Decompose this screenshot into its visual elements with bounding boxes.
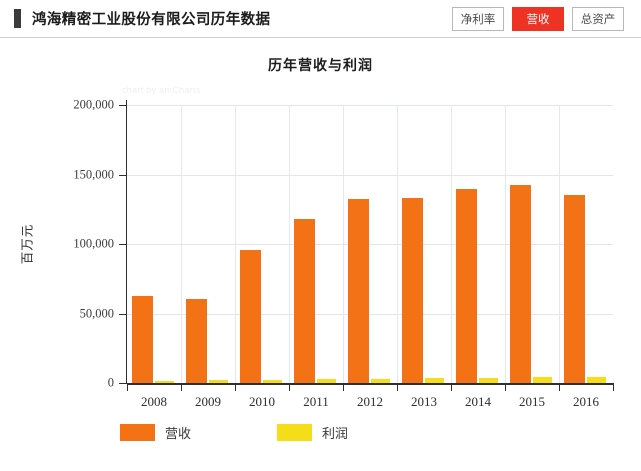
bar-revenue-2013[interactable] (402, 197, 423, 383)
tab-0[interactable]: 净利率 (452, 6, 504, 31)
bar-revenue-2014[interactable] (456, 188, 477, 383)
bar-revenue-2012[interactable] (348, 198, 369, 383)
bar-profit-2015[interactable] (533, 377, 552, 383)
x-gridline (451, 105, 452, 383)
x-tick-mark (181, 384, 182, 391)
tab-label: 总资产 (580, 13, 616, 26)
x-tick-label-2012: 2012 (357, 394, 383, 409)
tab-bar: 净利率 营收 总资产 (452, 6, 624, 31)
legend-item-0[interactable]: 营收 (120, 423, 191, 442)
x-gridline (289, 105, 290, 383)
tab-label: 净利率 (460, 13, 496, 26)
bar-revenue-2009[interactable] (186, 299, 207, 383)
bar-profit-2011[interactable] (317, 379, 336, 383)
y-tick-mark (119, 383, 126, 384)
x-gridline (181, 105, 182, 383)
x-tick-label-2014: 2014 (465, 394, 491, 409)
bar-revenue-2015[interactable] (510, 185, 531, 383)
x-tick-label-2016: 2016 (573, 394, 599, 409)
legend-swatch-icon (120, 423, 155, 441)
x-tick-label-2010: 2010 (249, 394, 275, 409)
bar-profit-2012[interactable] (371, 379, 390, 383)
x-tick-mark (397, 384, 398, 391)
x-tick-mark (235, 384, 236, 391)
x-gridline (559, 105, 560, 383)
bar-profit-2014[interactable] (479, 377, 498, 383)
y-tick-label: 50,000 (79, 306, 114, 320)
y-tick-label: 200,000 (73, 97, 114, 112)
app-header: 鸿海精密工业股份有限公司历年数据 净利率 营收 总资产 (0, 0, 641, 38)
legend-item-1[interactable]: 利润 (277, 423, 348, 442)
x-tick-label-2008: 2008 (141, 394, 167, 409)
y-tick-mark (119, 244, 126, 245)
y-tick-mark (119, 174, 126, 176)
y-axis-title: 百万元 (20, 223, 35, 265)
y-axis-line (126, 100, 127, 384)
tab-2[interactable]: 总资产 (572, 6, 624, 31)
legend-label: 利润 (322, 425, 349, 441)
bar-profit-2016[interactable] (587, 376, 606, 383)
y-tick-mark (119, 105, 126, 106)
chart-panel: 历年营收与利润 chart by amCharts 0 50,000 100,000… (0, 38, 641, 471)
amcharts-watermark: chart by amCharts (122, 85, 201, 95)
x-tick-label-2009: 2009 (195, 394, 221, 409)
y-gridline (127, 105, 613, 106)
y-gridline (127, 174, 613, 176)
x-gridline (235, 105, 236, 383)
y-axis-tick-labels: 0 50,000 100,000 150,000 200,000 (0, 38, 114, 471)
y-tick-label: 100,000 (73, 236, 114, 251)
x-tick-label-2015: 2015 (519, 394, 545, 409)
square-bullet-icon (14, 9, 21, 28)
page-title: 鸿海精密工业股份有限公司历年数据 (32, 12, 271, 28)
bar-profit-2010[interactable] (263, 379, 282, 383)
x-axis-line (127, 383, 614, 385)
legend-label: 营收 (165, 425, 192, 441)
x-gridline (343, 105, 344, 383)
tab-label: 营收 (526, 13, 550, 26)
x-tick-label-2013: 2013 (411, 394, 437, 409)
y-tick-mark (119, 313, 126, 315)
x-gridline (505, 105, 506, 383)
x-tick-mark (505, 384, 506, 391)
y-tick-label: 0 (107, 375, 114, 390)
y-tick-label: 150,000 (73, 167, 114, 181)
chart-title: 历年营收与利润 (268, 59, 373, 74)
y-gridline (127, 313, 613, 315)
legend-swatch-icon (277, 423, 312, 441)
bar-revenue-2008[interactable] (132, 296, 153, 383)
x-gridline (397, 105, 398, 383)
y-gridline (127, 244, 613, 245)
bar-profit-2009[interactable] (209, 379, 228, 383)
plot-area (127, 105, 613, 383)
bar-revenue-2011[interactable] (294, 219, 315, 383)
x-tick-mark (613, 384, 614, 391)
bar-profit-2013[interactable] (425, 378, 444, 383)
x-tick-label-2011: 2011 (303, 394, 329, 409)
bar-profit-2008[interactable] (155, 380, 174, 383)
x-tick-mark (289, 384, 290, 391)
x-tick-mark (343, 384, 344, 391)
x-tick-mark (451, 384, 452, 391)
x-tick-mark (127, 384, 128, 391)
tab-1[interactable]: 营收 (512, 6, 564, 31)
bar-revenue-2010[interactable] (240, 249, 261, 383)
x-tick-mark (559, 384, 560, 391)
bar-revenue-2016[interactable] (564, 194, 585, 383)
